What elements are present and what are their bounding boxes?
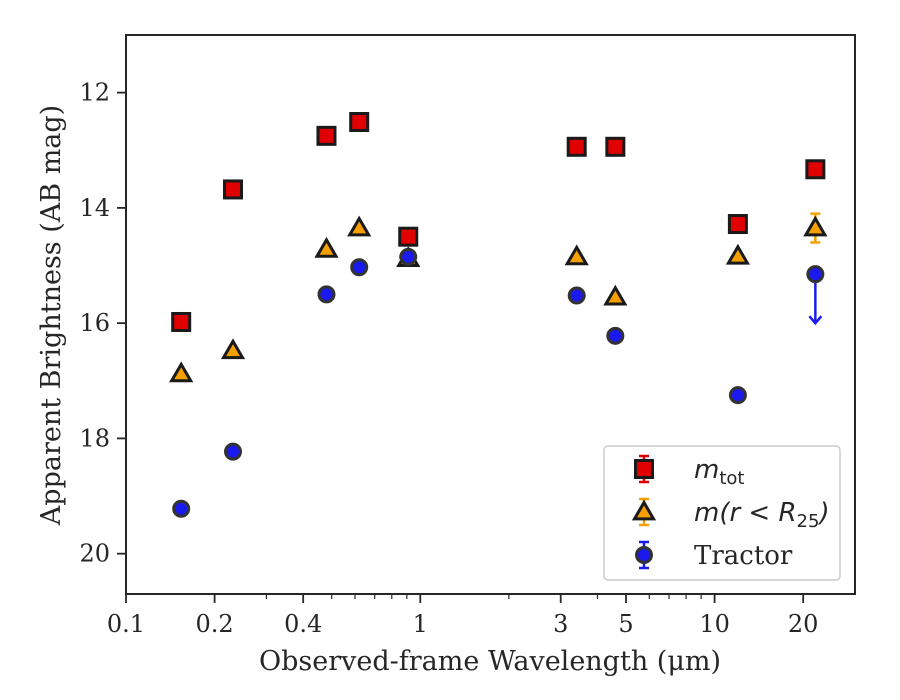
x-tick-label: 5 <box>618 610 633 638</box>
plot-area <box>125 34 856 595</box>
y-tick-label: 18 <box>79 424 110 452</box>
x-tick-label: 3 <box>553 610 568 638</box>
x-axis-label: Observed-frame Wavelength (μm) <box>259 646 721 677</box>
m-r25-marker <box>803 215 828 237</box>
data-markers <box>169 112 828 518</box>
y-axis-label: Apparent Brightness (AB mag) <box>36 105 67 526</box>
legend-label: Tractor <box>694 541 793 571</box>
legend-tractor-marker <box>635 546 653 564</box>
x-tick-label: 1 <box>413 610 428 638</box>
x-axis: 0.1 0.2 0.4 1 3 5 10 20 <box>107 594 819 638</box>
y-tick-label: 20 <box>79 540 110 568</box>
legend-m-tot-marker <box>634 459 654 479</box>
legend-m-r25-marker <box>631 499 657 521</box>
plot-frame <box>125 34 856 595</box>
y-tick-label: 16 <box>79 309 110 337</box>
upper-limit-arrow <box>808 315 823 326</box>
x-tick-label: 0.4 <box>284 610 322 638</box>
legend: mtot m(r < R25) Tractor <box>603 445 841 581</box>
x-tick-label: 10 <box>699 610 730 638</box>
x-tick-label: 0.2 <box>196 610 234 638</box>
m-tot-marker <box>805 159 826 180</box>
x-tick-label: 0.1 <box>107 610 145 638</box>
y-tick-label: 14 <box>79 194 110 222</box>
legend-box <box>603 445 841 581</box>
y-axis: 12 14 16 18 20 <box>79 79 126 568</box>
legend-label: mtot <box>694 455 744 489</box>
y-tick-label: 12 <box>79 79 110 107</box>
x-tick-label: 20 <box>788 610 819 638</box>
legend-label: m(r < R25) <box>694 498 830 532</box>
